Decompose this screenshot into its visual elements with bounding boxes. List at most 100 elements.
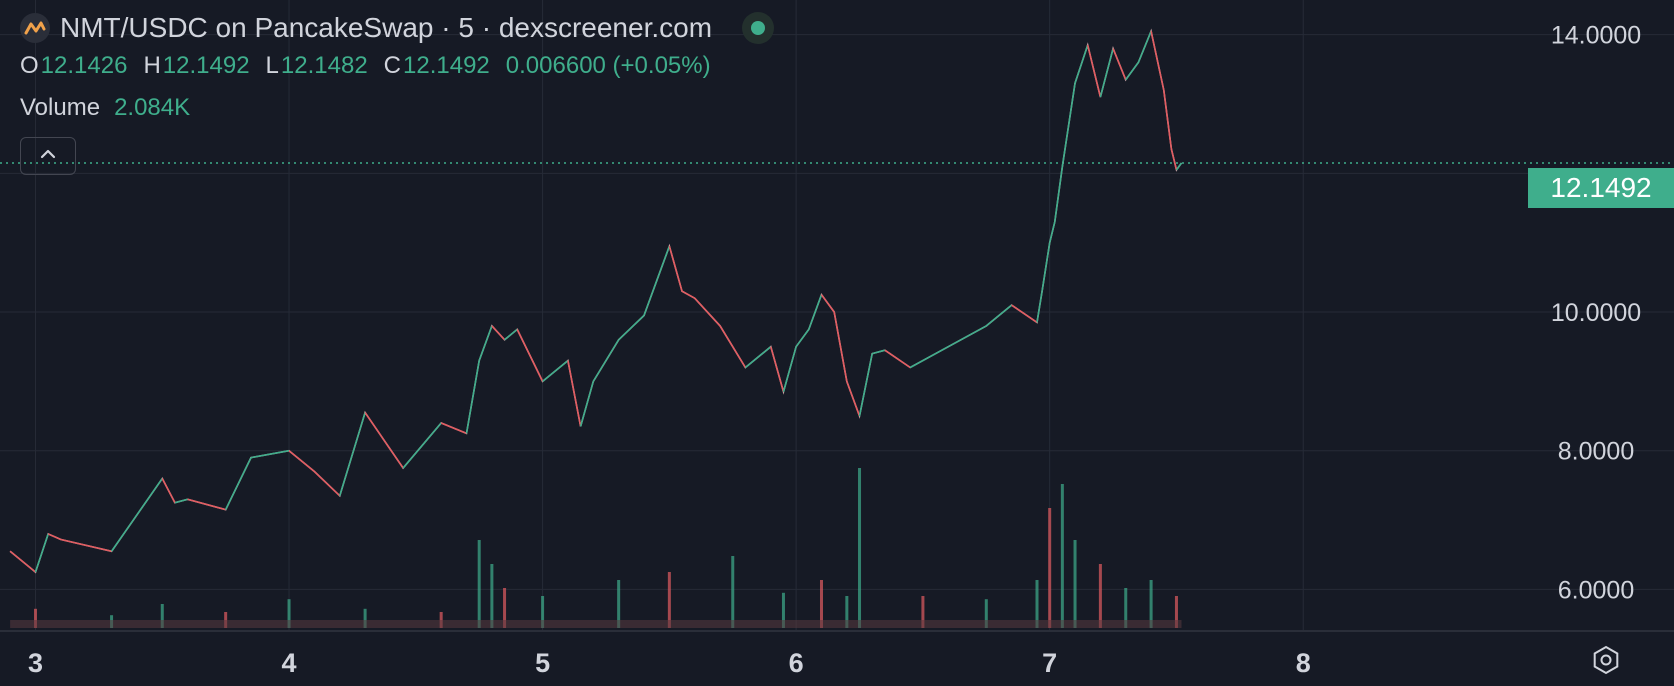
price-segment <box>478 325 493 361</box>
price-segment <box>34 533 49 573</box>
volume-bar <box>617 580 621 628</box>
volume-bar <box>490 564 494 628</box>
price-segment <box>782 346 797 392</box>
price-segment <box>618 314 645 341</box>
price-segment <box>1086 44 1102 98</box>
price-segment <box>60 538 112 553</box>
y-tick-label: 10.0000 <box>1551 299 1641 327</box>
x-tick-label: 7 <box>1042 648 1057 678</box>
low-value: 12.1482 <box>280 52 368 79</box>
price-segment <box>1099 48 1114 98</box>
volume-label: Volume <box>20 94 101 121</box>
price-segment <box>592 339 620 382</box>
price-segment <box>668 245 683 292</box>
volume-bar <box>477 540 481 628</box>
high-label: H <box>143 52 161 79</box>
price-segment <box>1036 291 1043 323</box>
price-segment <box>1011 304 1038 324</box>
price-segment <box>871 349 886 355</box>
price-segment <box>440 422 467 435</box>
y-axis: 6.0000 8.0000 10.0000 14.0000 <box>1551 22 1641 605</box>
price-segment <box>224 457 252 511</box>
price-segment <box>909 346 949 369</box>
price-segment <box>1175 162 1183 171</box>
price-segment <box>1061 83 1076 167</box>
price-segment <box>858 353 873 417</box>
volume-bar <box>984 599 988 628</box>
dexscreener-logo-icon <box>20 13 50 43</box>
chart-header: NMT/USDC on PancakeSwap · 5 · dexscreene… <box>20 8 775 48</box>
price-segment <box>504 328 518 341</box>
volume-bar <box>503 588 507 628</box>
price-segment <box>1170 148 1178 171</box>
x-tick-label: 5 <box>535 648 550 678</box>
volume-bar <box>287 599 291 628</box>
y-tick-label: 6.0000 <box>1558 576 1634 604</box>
price-segment <box>846 381 861 417</box>
y-tick-label: 8.0000 <box>1558 438 1634 466</box>
price-segment <box>1137 30 1152 63</box>
price-segment <box>250 449 290 459</box>
price-segment <box>884 349 911 369</box>
price-segment <box>820 294 835 313</box>
volume-baseline-band <box>10 620 1182 628</box>
price-segment <box>985 304 1013 327</box>
price-segment <box>655 245 671 282</box>
volume-bar <box>363 608 367 628</box>
price-segment <box>491 325 506 341</box>
low-label: L <box>265 52 279 79</box>
price-segment <box>187 498 226 511</box>
chart-grid <box>0 0 1674 631</box>
price-segment <box>47 533 62 541</box>
settings-hexagon-icon <box>1590 644 1622 681</box>
volume-bar <box>1048 508 1052 628</box>
price-segment <box>338 412 366 497</box>
volume-bar <box>819 580 823 628</box>
volume-bar <box>1035 580 1039 628</box>
volume-bars <box>10 468 1182 628</box>
price-segment <box>1053 166 1064 222</box>
live-status-dot-icon <box>742 12 775 44</box>
price-segment <box>567 360 582 427</box>
volume-bar <box>1098 564 1102 628</box>
high-value: 12.1492 <box>162 52 250 79</box>
price-segment <box>1041 242 1051 292</box>
x-tick-label: 8 <box>1296 648 1311 678</box>
price-segment <box>174 498 188 504</box>
price-segment <box>1125 61 1140 81</box>
price-segment <box>516 329 544 382</box>
price-segments <box>9 30 1183 573</box>
price-segment <box>947 325 987 348</box>
price-segment <box>808 294 823 330</box>
x-tick-label: 6 <box>789 648 804 678</box>
price-segment <box>288 450 315 473</box>
volume-bar <box>858 468 862 628</box>
volume-bar <box>845 596 849 628</box>
open-label: O <box>20 52 39 79</box>
price-segment <box>1162 90 1173 150</box>
chart-settings-button[interactable] <box>1588 644 1624 680</box>
volume-bar <box>1149 580 1153 628</box>
change-value: 0.006600 (+0.05%) <box>505 52 711 79</box>
volume-bar <box>1073 540 1077 628</box>
collapse-legend-button[interactable] <box>20 137 76 175</box>
price-segment <box>1150 31 1165 91</box>
price-segment <box>1074 44 1089 84</box>
ohlc-legend: O 12.1426 H 12.1492 L 12.1482 C 12.1492 … <box>20 52 727 80</box>
price-segment <box>1112 48 1127 81</box>
volume-bar <box>1174 596 1178 628</box>
volume-bar <box>921 596 925 628</box>
x-tick-label: 3 <box>28 648 43 678</box>
price-segment <box>694 297 721 327</box>
volume-value: 2.084K <box>114 94 191 121</box>
price-segment <box>161 478 176 504</box>
price-segment <box>795 328 810 348</box>
price-segment <box>9 550 37 573</box>
price-segment <box>1048 221 1056 243</box>
volume-bar <box>731 556 735 628</box>
price-segment <box>744 346 772 369</box>
volume-bar <box>33 608 37 628</box>
last-price-label: 12.1492 <box>1528 168 1674 208</box>
volume-legend: Volume 2.084K <box>20 94 190 122</box>
